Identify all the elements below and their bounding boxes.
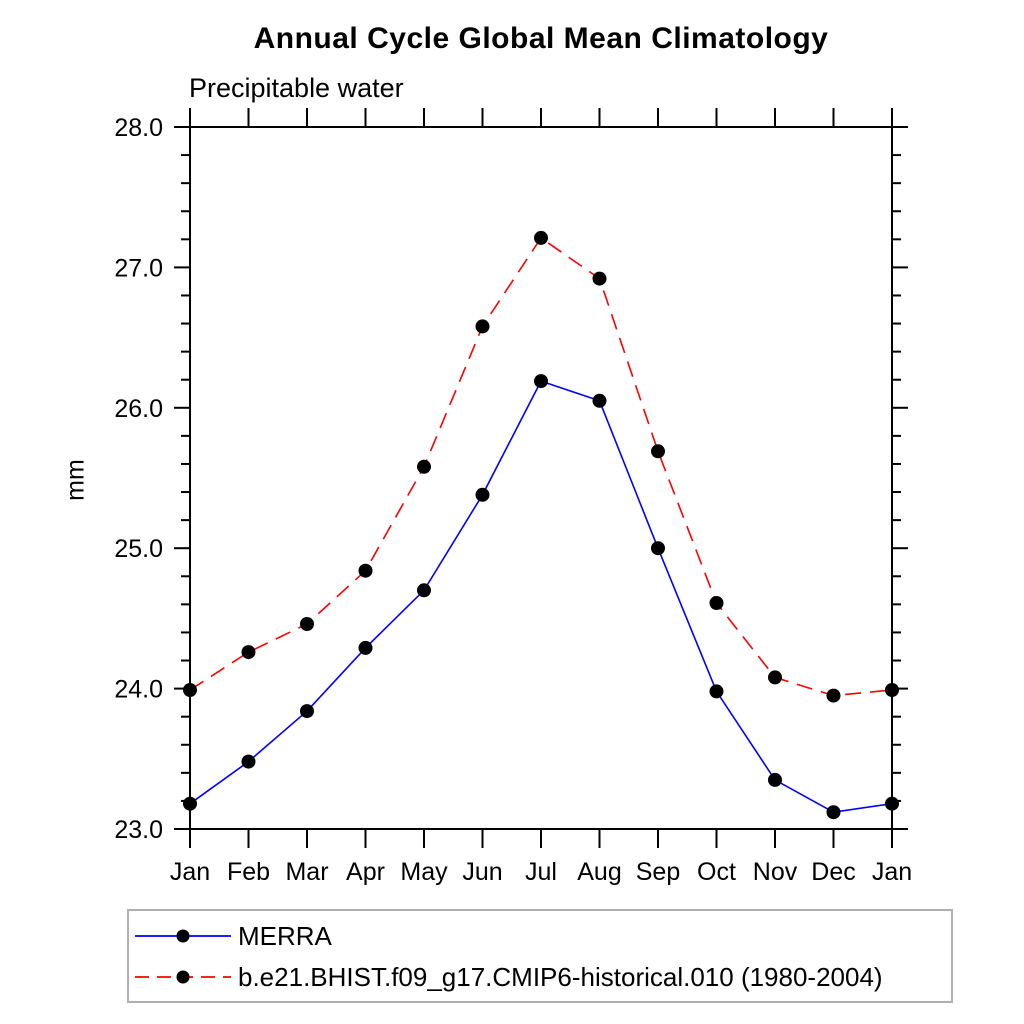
- y-tick-label: 23.0: [114, 816, 163, 844]
- data-point-marker: [651, 444, 665, 459]
- y-tick-label: 27.0: [114, 254, 163, 282]
- data-point-marker: [241, 754, 256, 769]
- data-point-marker: [300, 617, 314, 631]
- legend-line-sample-dashed: [135, 970, 231, 983]
- data-point-marker: [534, 374, 548, 389]
- data-point-marker: [709, 684, 724, 699]
- data-point-marker: [183, 683, 197, 697]
- x-tick-label: Sep: [636, 858, 680, 886]
- data-point-marker: [475, 487, 490, 502]
- data-point-marker: [417, 459, 431, 474]
- series-line-1: [189, 236, 893, 697]
- data-point-marker: [768, 772, 782, 787]
- x-tick-label: Oct: [697, 858, 736, 886]
- data-point-marker: [417, 583, 431, 598]
- x-tick-label: Mar: [285, 858, 328, 886]
- x-tick-label: Aug: [577, 858, 621, 886]
- data-point-marker: [241, 645, 256, 660]
- y-tick-label: 25.0: [114, 535, 163, 563]
- data-point-marker: [534, 230, 548, 245]
- data-point-marker: [709, 596, 724, 610]
- legend-line-sample-solid: [135, 929, 231, 942]
- legend-sample-marker: [176, 929, 190, 942]
- x-tick-label: Jan: [170, 858, 210, 886]
- y-tick-label: 28.0: [114, 114, 163, 142]
- x-tick-label: Jul: [525, 858, 557, 886]
- data-point-marker: [300, 704, 314, 719]
- data-point-marker: [592, 393, 607, 408]
- legend-label-model: b.e21.BHIST.f09_g17.CMIP6-historical.010…: [238, 961, 883, 992]
- x-tick-label: Feb: [227, 858, 270, 886]
- data-point-marker: [358, 563, 373, 578]
- data-point-marker: [475, 319, 490, 334]
- chart-title: Annual Cycle Global Mean Climatology: [253, 22, 829, 55]
- legend-item-merra: MERRA: [135, 923, 951, 949]
- series-line-0: [189, 380, 893, 814]
- data-point-marker: [885, 683, 899, 697]
- legend-label-merra: MERRA: [238, 920, 332, 951]
- data-point-marker: [183, 796, 197, 811]
- data-point-marker: [826, 688, 841, 703]
- legend-sample-marker: [176, 970, 190, 983]
- x-tick-label: May: [400, 858, 448, 886]
- data-point-marker: [885, 796, 899, 811]
- x-tick-label: Jan: [872, 858, 912, 886]
- data-point-marker: [651, 541, 665, 556]
- x-tick-label: Jun: [462, 858, 502, 886]
- chart-subtitle: Precipitable water: [189, 73, 404, 103]
- x-tick-label: Apr: [346, 858, 385, 886]
- x-tick-label: Nov: [753, 858, 798, 886]
- legend-box: MERRA b.e21.BHIST.f09_g17.CMIP6-historic…: [127, 909, 953, 1003]
- data-point-marker: [358, 640, 373, 655]
- data-point-marker: [768, 670, 782, 685]
- x-tick-label: Dec: [811, 858, 855, 886]
- data-point-marker: [592, 271, 607, 286]
- legend-item-model: b.e21.BHIST.f09_g17.CMIP6-historical.010…: [135, 964, 951, 990]
- y-tick-label: 24.0: [114, 676, 163, 704]
- y-tick-label: 26.0: [114, 395, 163, 423]
- data-point-marker: [826, 805, 841, 820]
